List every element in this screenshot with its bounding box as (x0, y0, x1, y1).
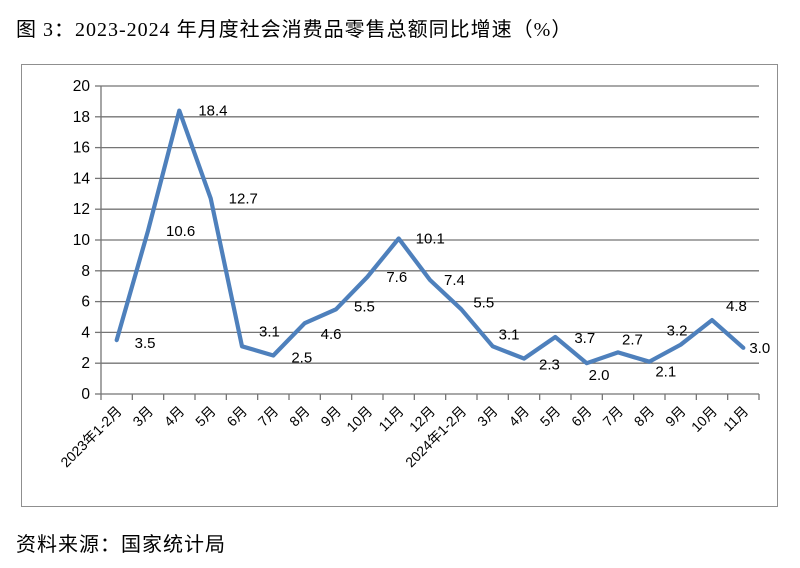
data-label: 5.5 (354, 298, 375, 315)
data-label: 7.4 (444, 272, 465, 289)
x-tick-label: 8月 (631, 403, 658, 430)
y-tick-label: 10 (73, 232, 91, 249)
data-label: 10.1 (416, 230, 445, 247)
data-label: 3.1 (499, 326, 520, 343)
data-label: 3.7 (574, 330, 595, 347)
data-label: 2.0 (589, 367, 610, 384)
x-tick-label: 6月 (223, 403, 250, 430)
x-tick-label: 5月 (192, 403, 219, 430)
x-tick-label: 9月 (662, 403, 689, 430)
y-tick-label: 8 (81, 263, 90, 280)
data-label: 7.6 (386, 269, 407, 286)
x-tick-label: 10月 (343, 403, 375, 435)
data-label: 3.0 (749, 340, 770, 357)
x-tick-label: 10月 (688, 403, 720, 435)
data-label: 12.7 (229, 190, 258, 207)
y-tick-label: 0 (81, 386, 90, 403)
data-label: 10.6 (166, 223, 195, 240)
data-label: 2.3 (539, 357, 560, 374)
source-note: 资料来源：国家统计局 (16, 534, 226, 556)
x-tick-label: 3月 (129, 403, 156, 430)
figure-title: 图 3：2023-2024 年月度社会消费品零售总额同比增速（%） (16, 19, 573, 41)
x-tick-label: 5月 (537, 403, 564, 430)
x-tick-label: 11月 (375, 403, 406, 434)
data-label: 3.2 (667, 323, 688, 340)
y-tick-label: 4 (81, 324, 90, 341)
x-tick-label: 6月 (568, 403, 595, 430)
x-tick-label: 2023年1-2月 (57, 403, 124, 470)
data-label: 2.7 (622, 331, 643, 348)
y-tick-label: 16 (73, 140, 90, 157)
data-label: 3.1 (259, 323, 280, 340)
x-tick-label: 8月 (286, 403, 313, 430)
data-label: 2.5 (291, 350, 312, 367)
x-tick-label: 7月 (599, 403, 626, 430)
y-tick-label: 14 (73, 170, 91, 187)
data-label: 18.4 (198, 103, 227, 120)
y-tick-label: 12 (73, 201, 90, 218)
x-tick-label: 9月 (317, 403, 344, 430)
chart-area: 0 2 4 6 8 10 12 14 16 18 20 2023年1-2月 3月 4月 5月 6月 7月 8月 9月… (21, 64, 778, 507)
x-tick-label: 11月 (720, 403, 751, 434)
data-series-line (114, 108, 746, 366)
data-label: 2.1 (655, 364, 676, 381)
x-tick-label: 4月 (505, 403, 532, 430)
x-tick-label: 7月 (255, 403, 282, 430)
y-tick-label: 2 (81, 355, 90, 372)
data-label: 3.5 (135, 335, 156, 352)
data-label: 5.5 (473, 294, 494, 311)
data-label: 4.8 (726, 298, 747, 315)
y-tick-label: 20 (73, 78, 91, 95)
data-label: 4.6 (321, 326, 342, 343)
x-tick-label: 3月 (474, 403, 501, 430)
y-tick-label: 18 (73, 109, 90, 126)
y-tick-label: 6 (81, 294, 90, 311)
x-tick-label: 4月 (161, 403, 188, 430)
